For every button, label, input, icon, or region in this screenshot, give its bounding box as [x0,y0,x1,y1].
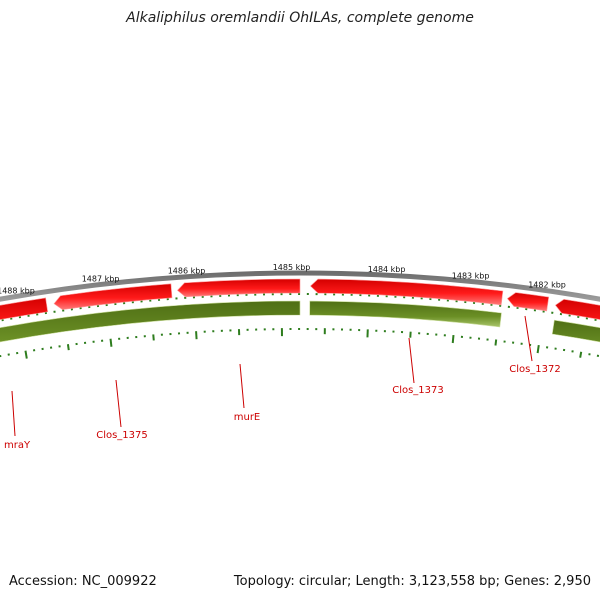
inner-minor-tick [579,351,583,358]
gene-callout-line [239,363,245,409]
gene-label[interactable]: murE [234,412,261,423]
map-title: Alkaliphilus oremlandii OhILAs, complete… [126,10,474,26]
gene-label[interactable]: mraY [4,440,31,451]
kbp-label: 1486 kbp [168,267,206,276]
gene-block-reverse[interactable] [0,300,301,365]
inner-major-tick [24,350,28,359]
inner-minor-tick [152,334,155,341]
kbp-label: 1484 kbp [368,265,406,274]
gene-callout-line [524,315,533,362]
inner-major-tick [451,334,455,344]
gene-label[interactable]: Clos_1372 [509,364,561,375]
gene-callout-line [408,337,415,384]
inner-minor-tick [66,344,70,351]
inner-major-tick [195,331,198,340]
gene-arrow-forward[interactable] [554,299,600,343]
gene-callout-line [11,390,16,437]
gene-layer [0,278,600,365]
inner-major-tick [536,344,540,354]
gene-arrow-forward[interactable] [53,283,173,310]
label-layer: 1488 kbp 1487 kbp 1486 kbp 1485 kbp 1484 kbp… [0,263,566,451]
gene-arrow-forward[interactable] [506,292,550,312]
gene-block-reverse[interactable] [551,319,600,365]
gene-arrow-forward[interactable] [310,278,504,306]
accession-text: Accession: NC_009922 [9,574,157,589]
backbone-layer [0,270,600,302]
backbone-ring [0,270,600,302]
inner-major-tick [109,338,113,347]
inner-minor-tick [494,339,498,346]
kbp-label: 1487 kbp [82,275,120,284]
tick-layer [0,287,600,359]
gene-label[interactable]: Clos_1373 [392,385,444,396]
kbp-label: 1483 kbp [452,271,490,280]
gene-callout-line [115,379,122,428]
genome-summary-text: Topology: circular; Length: 3,123,558 bp… [233,574,591,589]
kbp-label: 1488 kbp [0,286,35,295]
kbp-label: 1485 kbp [273,263,311,272]
gene-block-reverse[interactable] [309,300,502,328]
gene-label[interactable]: Clos_1375 [96,430,148,441]
kbp-label: 1482 kbp [528,281,566,290]
gene-arrow-forward[interactable] [0,297,49,344]
gene-arrow-forward[interactable] [177,278,301,298]
